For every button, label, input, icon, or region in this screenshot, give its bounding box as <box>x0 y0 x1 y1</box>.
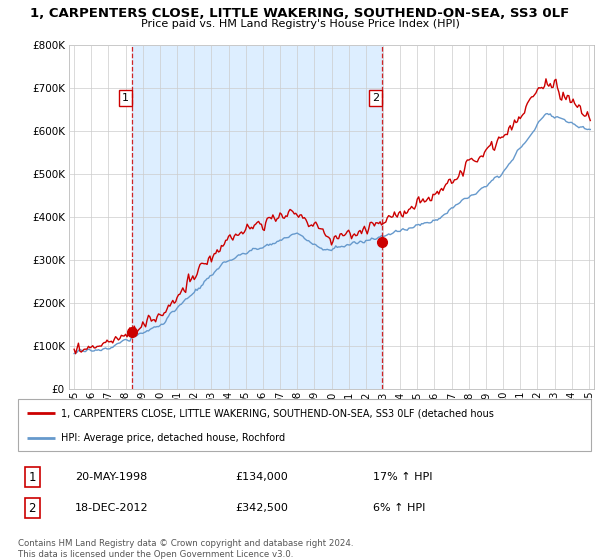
Text: Price paid vs. HM Land Registry's House Price Index (HPI): Price paid vs. HM Land Registry's House … <box>140 19 460 29</box>
Text: 6% ↑ HPI: 6% ↑ HPI <box>373 503 425 513</box>
Text: HPI: Average price, detached house, Rochford: HPI: Average price, detached house, Roch… <box>61 433 285 443</box>
Text: £342,500: £342,500 <box>236 503 289 513</box>
Bar <box>132 45 382 389</box>
Text: 2: 2 <box>29 502 36 515</box>
Text: £134,000: £134,000 <box>236 473 289 482</box>
Text: 18-DEC-2012: 18-DEC-2012 <box>76 503 149 513</box>
Text: 1: 1 <box>29 471 36 484</box>
FancyBboxPatch shape <box>18 399 591 451</box>
Text: 20-MAY-1998: 20-MAY-1998 <box>76 473 148 482</box>
Text: 1: 1 <box>122 93 129 103</box>
Text: 1, CARPENTERS CLOSE, LITTLE WAKERING, SOUTHEND-ON-SEA, SS3 0LF: 1, CARPENTERS CLOSE, LITTLE WAKERING, SO… <box>31 7 569 20</box>
Text: 17% ↑ HPI: 17% ↑ HPI <box>373 473 433 482</box>
Text: 1, CARPENTERS CLOSE, LITTLE WAKERING, SOUTHEND-ON-SEA, SS3 0LF (detached hous: 1, CARPENTERS CLOSE, LITTLE WAKERING, SO… <box>61 408 494 418</box>
Text: 2: 2 <box>372 93 379 103</box>
Text: Contains HM Land Registry data © Crown copyright and database right 2024.
This d: Contains HM Land Registry data © Crown c… <box>18 539 353 559</box>
